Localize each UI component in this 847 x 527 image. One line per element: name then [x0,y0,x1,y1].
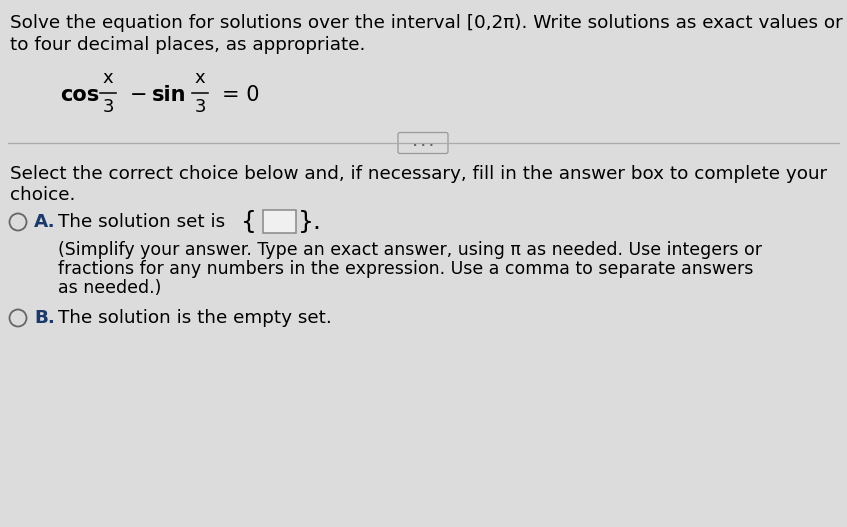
Text: as needed.): as needed.) [58,279,162,297]
Text: 3: 3 [194,98,206,116]
Text: x: x [102,69,113,87]
Text: to four decimal places, as appropriate.: to four decimal places, as appropriate. [10,36,365,54]
Text: The solution is the empty set.: The solution is the empty set. [58,309,332,327]
FancyBboxPatch shape [398,132,448,153]
Text: {: { [241,210,257,234]
Text: A.: A. [34,213,56,231]
Text: fractions for any numbers in the expression. Use a comma to separate answers: fractions for any numbers in the express… [58,260,753,278]
Text: Select the correct choice below and, if necessary, fill in the answer box to com: Select the correct choice below and, if … [10,165,828,183]
Text: }.: }. [298,210,322,234]
Text: . . .: . . . [412,138,434,148]
Text: B.: B. [34,309,55,327]
Text: cos: cos [60,85,99,105]
Text: x: x [195,69,205,87]
Text: (Simplify your answer. Type an exact answer, using π as needed. Use integers or: (Simplify your answer. Type an exact ans… [58,241,762,259]
Text: sin: sin [152,85,186,105]
Text: = 0: = 0 [222,85,259,105]
Text: Solve the equation for solutions over the interval [0,2π). Write solutions as ex: Solve the equation for solutions over th… [10,14,843,32]
Text: The solution set is: The solution set is [58,213,225,231]
FancyBboxPatch shape [263,210,296,233]
Text: 3: 3 [102,98,113,116]
Text: −: − [130,85,147,105]
Text: choice.: choice. [10,186,75,204]
